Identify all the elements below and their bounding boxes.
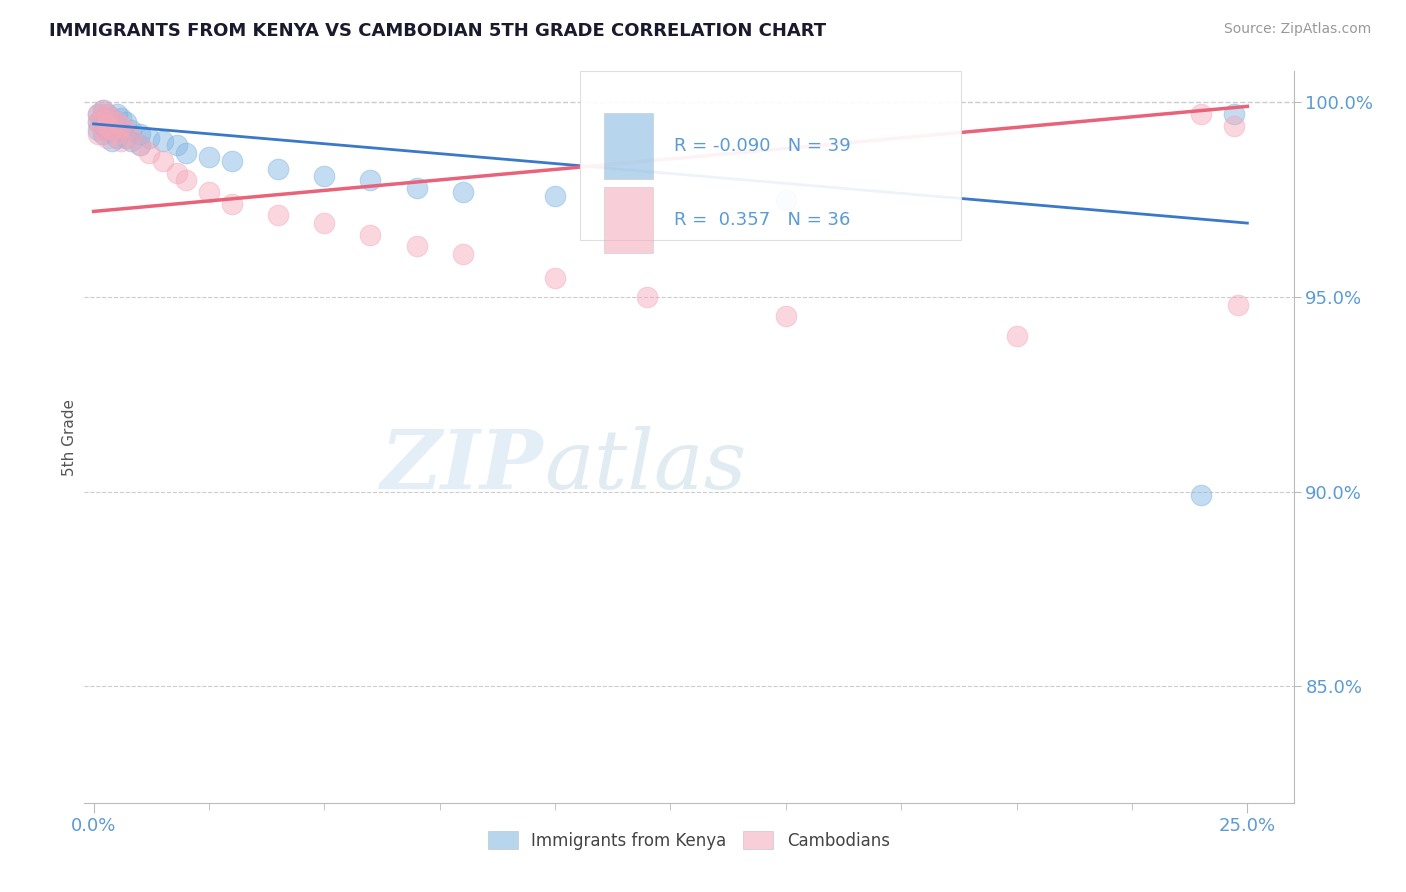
Point xyxy=(267,161,290,176)
Point xyxy=(360,173,382,187)
Point xyxy=(174,173,197,187)
Point xyxy=(87,127,110,141)
Point xyxy=(96,107,118,121)
Point xyxy=(166,165,188,179)
Point xyxy=(101,111,124,125)
Point xyxy=(101,119,124,133)
Point xyxy=(128,138,150,153)
Text: atlas: atlas xyxy=(544,426,747,507)
Point xyxy=(198,185,221,199)
Point xyxy=(87,107,110,121)
Point xyxy=(152,153,174,168)
Point xyxy=(636,290,658,304)
Point xyxy=(110,135,132,149)
FancyBboxPatch shape xyxy=(605,113,652,178)
Point xyxy=(405,181,427,195)
Point xyxy=(1222,107,1244,121)
FancyBboxPatch shape xyxy=(581,71,962,240)
Point xyxy=(128,138,150,153)
Point xyxy=(405,239,427,253)
Point xyxy=(451,247,474,261)
Point xyxy=(120,122,142,136)
Point xyxy=(101,135,124,149)
Text: IMMIGRANTS FROM KENYA VS CAMBODIAN 5TH GRADE CORRELATION CHART: IMMIGRANTS FROM KENYA VS CAMBODIAN 5TH G… xyxy=(49,22,827,40)
Point xyxy=(87,122,110,136)
Point xyxy=(775,193,797,207)
Point xyxy=(91,122,114,136)
Point xyxy=(105,127,128,141)
Point xyxy=(221,196,243,211)
Y-axis label: 5th Grade: 5th Grade xyxy=(62,399,77,475)
Point xyxy=(544,189,567,203)
Point xyxy=(91,111,114,125)
Point xyxy=(544,270,567,285)
Point xyxy=(96,119,118,133)
Point xyxy=(1189,107,1212,121)
Point xyxy=(221,153,243,168)
Point xyxy=(96,107,118,121)
Point xyxy=(1227,298,1250,312)
Text: ZIP: ZIP xyxy=(381,426,544,507)
Point xyxy=(174,146,197,161)
Point xyxy=(138,130,160,145)
Point xyxy=(87,115,110,129)
Point xyxy=(91,111,114,125)
Legend: Immigrants from Kenya, Cambodians: Immigrants from Kenya, Cambodians xyxy=(481,824,897,856)
Point xyxy=(115,115,138,129)
Point xyxy=(110,119,132,133)
Text: R = -0.090   N = 39: R = -0.090 N = 39 xyxy=(675,136,851,155)
Point xyxy=(87,115,110,129)
Point xyxy=(267,208,290,222)
Point xyxy=(91,119,114,133)
Point xyxy=(166,138,188,153)
Point xyxy=(115,122,138,136)
Point xyxy=(105,119,128,133)
Point xyxy=(314,169,336,184)
Point xyxy=(120,130,142,145)
Point xyxy=(110,111,132,125)
Point xyxy=(128,127,150,141)
Text: Source: ZipAtlas.com: Source: ZipAtlas.com xyxy=(1223,22,1371,37)
Point xyxy=(105,130,128,145)
Point xyxy=(314,216,336,230)
Point xyxy=(101,111,124,125)
Point xyxy=(138,146,160,161)
Point xyxy=(1005,329,1028,343)
Point xyxy=(1222,119,1244,133)
Point xyxy=(110,122,132,136)
Point xyxy=(451,185,474,199)
Point xyxy=(91,103,114,118)
FancyBboxPatch shape xyxy=(605,187,652,252)
Point xyxy=(120,135,142,149)
Point xyxy=(96,130,118,145)
Point xyxy=(91,103,114,118)
Point xyxy=(198,150,221,164)
Text: R =  0.357   N = 36: R = 0.357 N = 36 xyxy=(675,211,851,229)
Point xyxy=(96,122,118,136)
Point xyxy=(115,130,138,145)
Point xyxy=(91,127,114,141)
Point xyxy=(96,115,118,129)
Point xyxy=(152,135,174,149)
Point xyxy=(105,107,128,121)
Point xyxy=(1189,488,1212,502)
Point xyxy=(360,227,382,242)
Point xyxy=(775,310,797,324)
Point xyxy=(101,122,124,136)
Point xyxy=(87,107,110,121)
Point xyxy=(105,115,128,129)
